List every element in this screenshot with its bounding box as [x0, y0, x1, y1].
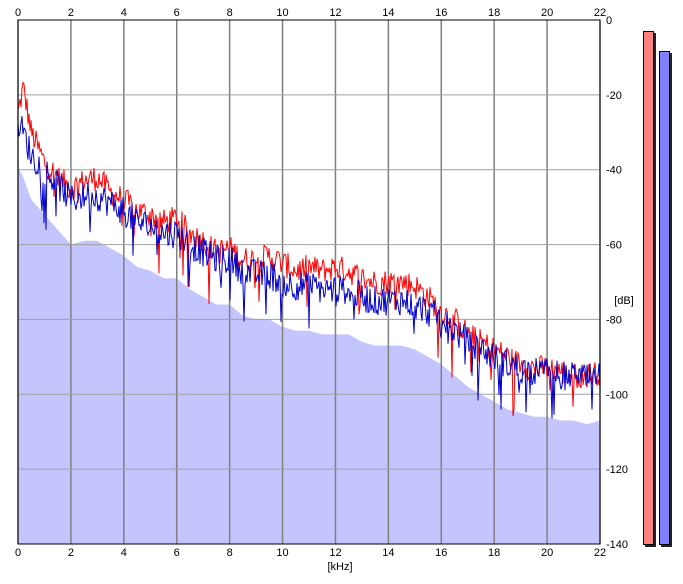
x-tick-label-bottom: 2 [68, 547, 74, 559]
x-tick-label-bottom: 10 [276, 547, 288, 559]
x-tick-label-top: 16 [435, 7, 447, 19]
x-tick-label-bottom: 14 [382, 547, 394, 559]
channel-right-level-meter [659, 51, 670, 545]
x-tick-label-top: 2 [68, 7, 74, 19]
x-tick-label-bottom: 22 [594, 547, 606, 559]
x-tick-label-bottom: 0 [15, 547, 21, 559]
x-tick-label-top: 20 [541, 7, 553, 19]
spectrum-fill-layer [18, 166, 600, 544]
x-tick-label-top: 14 [382, 7, 394, 19]
y-tick-label: -80 [606, 314, 622, 326]
x-tick-label-bottom: 16 [435, 547, 447, 559]
x-tick-label-bottom: 4 [121, 547, 127, 559]
x-tick-label-top: 6 [174, 7, 180, 19]
x-tick-label-top: 18 [488, 7, 500, 19]
x-tick-label-top: 4 [121, 7, 127, 19]
y-tick-label: 0 [606, 15, 612, 27]
x-tick-label-bottom: 8 [227, 547, 233, 559]
y-tick-label: -60 [606, 240, 622, 252]
x-tick-label-top: 12 [329, 7, 341, 19]
series-layer [17, 81, 601, 419]
y-tick-label: -20 [606, 90, 622, 102]
tick-label-layer: 002244668810101212141416161818202022220-… [15, 7, 628, 559]
grid-layer [17, 19, 601, 545]
y-tick-label: -100 [606, 389, 628, 401]
x-tick-label-top: 22 [594, 7, 606, 19]
x-tick-label-top: 0 [15, 7, 21, 19]
y-tick-label: -140 [606, 539, 628, 551]
x-tick-label-bottom: 20 [541, 547, 553, 559]
x-tick-label-top: 10 [276, 7, 288, 19]
y-tick-label: -40 [606, 165, 622, 177]
plot-frame [17, 19, 601, 545]
red-channel-line [17, 81, 601, 417]
x-tick-label-top: 8 [227, 7, 233, 19]
x-tick-label-bottom: 6 [174, 547, 180, 559]
x-tick-label-bottom: 12 [329, 547, 341, 559]
x-tick-label-bottom: 18 [488, 547, 500, 559]
y-tick-label: -120 [606, 464, 628, 476]
y-axis-unit-label: [dB] [614, 295, 634, 307]
blue-channel-line [17, 116, 601, 419]
spectrum-area [18, 166, 600, 544]
channel-left-level-meter [643, 31, 654, 545]
x-axis-unit-label: [kHz] [327, 561, 352, 573]
